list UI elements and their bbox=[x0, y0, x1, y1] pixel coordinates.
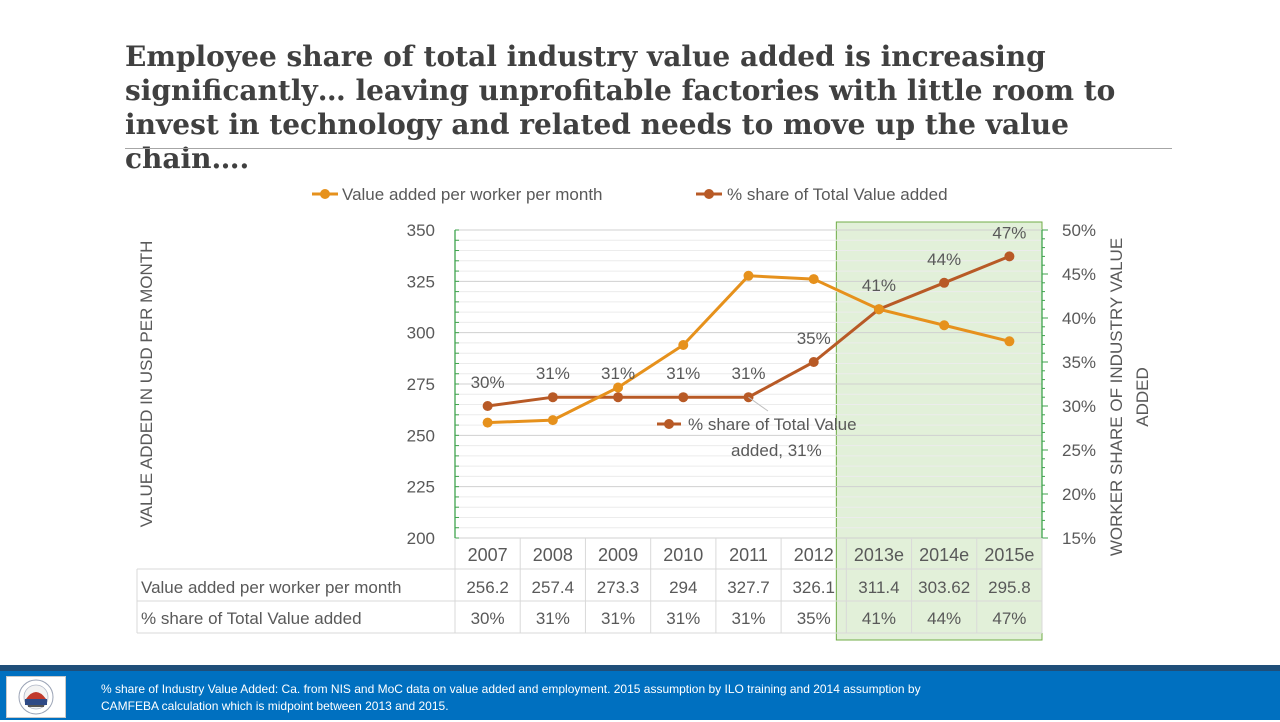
x-category-label: 2008 bbox=[533, 545, 573, 565]
table-cell: 31% bbox=[536, 609, 570, 628]
data-point-value-added bbox=[482, 417, 493, 428]
left-axis-title: VALUE ADDED IN USD PER MONTH bbox=[137, 241, 156, 528]
share-data-label: 47% bbox=[992, 223, 1026, 242]
callout-leader bbox=[748, 396, 769, 412]
right-tick-label: 50% bbox=[1062, 221, 1096, 240]
table-cell: 303.62 bbox=[918, 578, 970, 597]
share-data-label: 44% bbox=[927, 250, 961, 269]
table-cell: 326.1 bbox=[792, 578, 835, 597]
table-row-label: Value added per worker per month bbox=[141, 578, 402, 597]
right-tick-label: 20% bbox=[1062, 485, 1096, 504]
share-data-label: 35% bbox=[797, 329, 831, 348]
data-point-share bbox=[939, 277, 950, 288]
footer-bar bbox=[0, 665, 1280, 720]
table-cell: 257.4 bbox=[532, 578, 575, 597]
x-category-label: 2013e bbox=[854, 545, 904, 565]
table-cell: 41% bbox=[862, 609, 896, 628]
data-point-value-added bbox=[939, 320, 950, 331]
right-tick-label: 15% bbox=[1062, 529, 1096, 548]
share-data-label: 31% bbox=[731, 364, 765, 383]
legend-label: % share of Total Value added bbox=[727, 185, 948, 204]
data-point-share bbox=[482, 401, 493, 411]
callout-label: % share of Total Value bbox=[688, 415, 857, 434]
right-tick-label: 35% bbox=[1062, 353, 1096, 372]
legend-marker-value-added bbox=[320, 189, 330, 199]
left-tick-label: 250 bbox=[407, 426, 435, 445]
x-category-label: 2010 bbox=[663, 545, 703, 565]
data-point-share bbox=[547, 392, 558, 403]
callout-legend-marker bbox=[664, 419, 674, 429]
x-category-label: 2011 bbox=[729, 545, 768, 565]
share-data-label: 31% bbox=[536, 364, 570, 383]
table-cell: 47% bbox=[992, 609, 1026, 628]
title-divider bbox=[125, 148, 1172, 149]
legend-label: Value added per worker per month bbox=[342, 185, 603, 204]
data-point-value-added bbox=[743, 270, 754, 281]
table-cell: 31% bbox=[601, 609, 635, 628]
share-data-label: 31% bbox=[601, 364, 635, 383]
slide-title: Employee share of total industry value a… bbox=[125, 40, 1116, 175]
x-category-label: 2012 bbox=[794, 545, 834, 565]
footnote: % share of Industry Value Added: Ca. fro… bbox=[101, 682, 921, 713]
table-cell: 327.7 bbox=[727, 578, 770, 597]
data-point-value-added bbox=[547, 415, 558, 426]
x-category-label: 2009 bbox=[598, 545, 638, 565]
data-point-share bbox=[613, 392, 624, 403]
table-cell: 256.2 bbox=[466, 578, 509, 597]
camfeba-logo bbox=[6, 676, 66, 718]
table-cell: 35% bbox=[797, 609, 831, 628]
left-tick-label: 350 bbox=[407, 221, 435, 240]
data-point-value-added bbox=[808, 274, 819, 285]
data-point-value-added bbox=[678, 339, 689, 350]
x-category-label: 2014e bbox=[919, 545, 969, 565]
right-axis-title-line2: ADDED bbox=[1133, 367, 1152, 427]
right-tick-label: 30% bbox=[1062, 397, 1096, 416]
right-axis-title: WORKER SHARE OF INDUSTRY VALUE bbox=[1107, 238, 1126, 556]
table-cell: 31% bbox=[731, 609, 765, 628]
data-point-share bbox=[678, 392, 689, 403]
share-data-label: 31% bbox=[666, 364, 700, 383]
right-tick-label: 25% bbox=[1062, 441, 1096, 460]
table-cell: 295.8 bbox=[988, 578, 1031, 597]
data-point-share bbox=[1004, 251, 1015, 262]
legend-marker-share bbox=[704, 189, 714, 199]
table-cell: 30% bbox=[471, 609, 505, 628]
left-tick-label: 200 bbox=[407, 529, 435, 548]
table-cell: 273.3 bbox=[597, 578, 640, 597]
table-cell: 294 bbox=[669, 578, 697, 597]
share-data-label: 41% bbox=[862, 276, 896, 295]
data-point-share bbox=[808, 357, 819, 367]
share-data-label: 30% bbox=[471, 373, 505, 392]
footer-top-line bbox=[0, 665, 1280, 671]
data-point-value-added bbox=[1004, 336, 1015, 347]
table-cell: 311.4 bbox=[858, 578, 899, 597]
left-tick-label: 225 bbox=[407, 478, 435, 497]
table-cell: 31% bbox=[666, 609, 700, 628]
table-cell: 44% bbox=[927, 609, 961, 628]
left-tick-label: 300 bbox=[407, 324, 435, 343]
x-category-label: 2015e bbox=[984, 545, 1034, 565]
chart: 200 225 250 275 300 325 350 15% 20% 25% 30% 35% 40% 4… bbox=[136, 185, 1152, 641]
callout-label-line2: added, 31% bbox=[731, 441, 822, 460]
x-category-label: 2007 bbox=[468, 545, 508, 565]
left-tick-label: 275 bbox=[407, 375, 435, 394]
right-tick-label: 45% bbox=[1062, 265, 1096, 284]
left-tick-label: 325 bbox=[407, 272, 435, 291]
table-row-label: % share of Total Value added bbox=[141, 609, 362, 628]
data-point-value-added bbox=[873, 304, 884, 315]
data-point-value-added bbox=[613, 382, 624, 393]
right-tick-label: 40% bbox=[1062, 309, 1096, 328]
